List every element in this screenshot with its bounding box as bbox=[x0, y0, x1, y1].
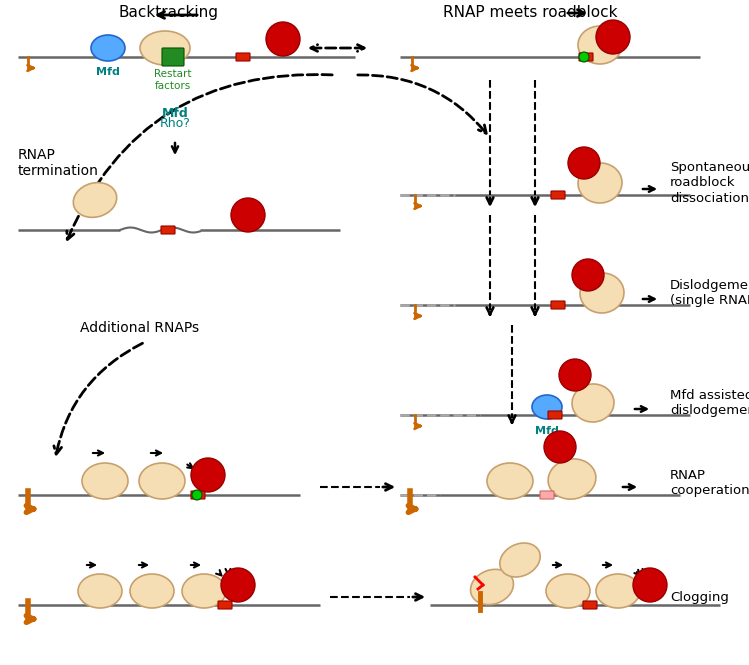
Circle shape bbox=[579, 52, 589, 62]
Ellipse shape bbox=[82, 463, 128, 499]
Ellipse shape bbox=[78, 574, 122, 608]
Ellipse shape bbox=[140, 31, 190, 65]
FancyBboxPatch shape bbox=[551, 301, 565, 309]
FancyBboxPatch shape bbox=[236, 53, 250, 61]
Text: RNAP
termination: RNAP termination bbox=[18, 148, 99, 178]
Circle shape bbox=[572, 259, 604, 291]
Text: Mfd: Mfd bbox=[162, 107, 189, 120]
Circle shape bbox=[221, 568, 255, 602]
Circle shape bbox=[633, 568, 667, 602]
Ellipse shape bbox=[578, 26, 622, 64]
Ellipse shape bbox=[572, 384, 614, 422]
FancyBboxPatch shape bbox=[551, 191, 565, 199]
Circle shape bbox=[191, 458, 225, 492]
FancyBboxPatch shape bbox=[579, 53, 593, 61]
Circle shape bbox=[231, 198, 265, 232]
Ellipse shape bbox=[546, 574, 590, 608]
Ellipse shape bbox=[470, 569, 514, 604]
Ellipse shape bbox=[500, 543, 540, 577]
Text: RNAP
cooperation: RNAP cooperation bbox=[670, 469, 749, 497]
FancyBboxPatch shape bbox=[540, 491, 554, 499]
Text: Rho?: Rho? bbox=[160, 117, 190, 130]
Circle shape bbox=[266, 22, 300, 56]
Ellipse shape bbox=[182, 574, 226, 608]
Ellipse shape bbox=[578, 163, 622, 203]
Text: RNAP meets roadblock: RNAP meets roadblock bbox=[443, 5, 617, 20]
Text: Backtracking: Backtracking bbox=[118, 5, 218, 20]
FancyBboxPatch shape bbox=[191, 491, 205, 499]
FancyBboxPatch shape bbox=[161, 226, 175, 234]
Text: Additional RNAPs: Additional RNAPs bbox=[80, 321, 199, 335]
Ellipse shape bbox=[580, 273, 624, 313]
Circle shape bbox=[544, 431, 576, 463]
Circle shape bbox=[192, 490, 202, 500]
Text: Dislodgement
(single RNAP): Dislodgement (single RNAP) bbox=[670, 279, 749, 307]
Circle shape bbox=[568, 147, 600, 179]
Text: Mfd assisted
dislodgement: Mfd assisted dislodgement bbox=[670, 389, 749, 417]
Ellipse shape bbox=[596, 574, 640, 608]
Ellipse shape bbox=[130, 574, 174, 608]
Text: Clogging: Clogging bbox=[670, 591, 729, 604]
FancyBboxPatch shape bbox=[218, 601, 232, 609]
FancyBboxPatch shape bbox=[583, 601, 597, 609]
Text: Mfd: Mfd bbox=[535, 426, 559, 436]
Text: Mfd: Mfd bbox=[96, 67, 120, 77]
Text: Restart
factors: Restart factors bbox=[154, 69, 192, 90]
FancyBboxPatch shape bbox=[548, 411, 562, 419]
Text: Spontaneous
roadblock
dissociation: Spontaneous roadblock dissociation bbox=[670, 162, 749, 205]
Ellipse shape bbox=[91, 35, 125, 61]
Ellipse shape bbox=[548, 459, 596, 499]
Ellipse shape bbox=[487, 463, 533, 499]
Ellipse shape bbox=[532, 395, 562, 419]
Circle shape bbox=[559, 359, 591, 391]
Circle shape bbox=[596, 20, 630, 54]
Ellipse shape bbox=[139, 463, 185, 499]
Ellipse shape bbox=[73, 183, 117, 217]
FancyBboxPatch shape bbox=[162, 48, 184, 66]
